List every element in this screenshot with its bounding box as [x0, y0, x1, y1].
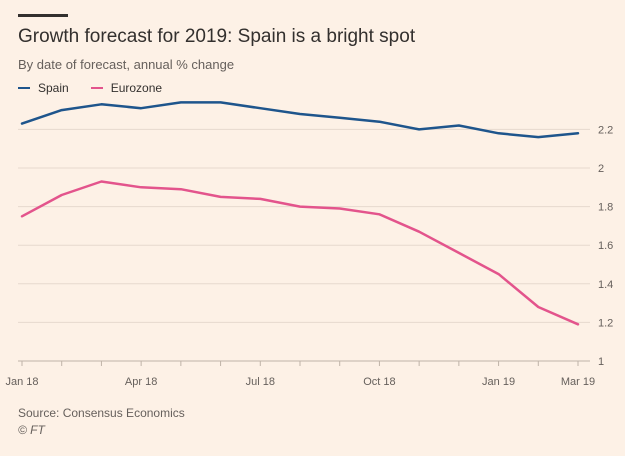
- y-tick-label: 1.4: [598, 279, 613, 291]
- x-tick-label: Jan 19: [482, 376, 515, 388]
- series-line-spain: [20, 101, 580, 139]
- y-tick-label: 1.8: [598, 202, 613, 214]
- copyright-note: © FT: [18, 423, 45, 437]
- header-rule: [18, 14, 68, 17]
- source-note: Source: Consensus Economics: [18, 406, 185, 420]
- x-tick-label: Mar 19: [561, 376, 595, 388]
- chart-subtitle: By date of forecast, annual % change: [18, 57, 235, 72]
- legend-swatch-eurozone: [90, 87, 103, 89]
- legend: Spain Eurozone: [18, 81, 184, 95]
- legend-item-spain: Spain: [18, 81, 69, 95]
- y-tick-label: 1.2: [598, 317, 613, 329]
- x-tick-label: Oct 18: [363, 376, 395, 388]
- legend-item-eurozone: Eurozone: [90, 81, 163, 95]
- y-tick-label: 1.6: [598, 240, 613, 252]
- y-tick-label: 2.2: [598, 124, 613, 136]
- legend-swatch-spain: [18, 87, 30, 89]
- series-line-eurozone: [20, 180, 580, 326]
- x-tick-label: Jan 18: [5, 376, 38, 388]
- legend-label-spain: Spain: [38, 81, 69, 95]
- legend-label-eurozone: Eurozone: [110, 81, 163, 95]
- y-tick-label: 1: [598, 356, 604, 368]
- x-tick-label: Jul 18: [246, 376, 275, 388]
- x-tick-label: Apr 18: [125, 376, 157, 388]
- y-tick-label: 2: [598, 163, 604, 175]
- chart-title: Growth forecast for 2019: Spain is a bri…: [18, 26, 416, 47]
